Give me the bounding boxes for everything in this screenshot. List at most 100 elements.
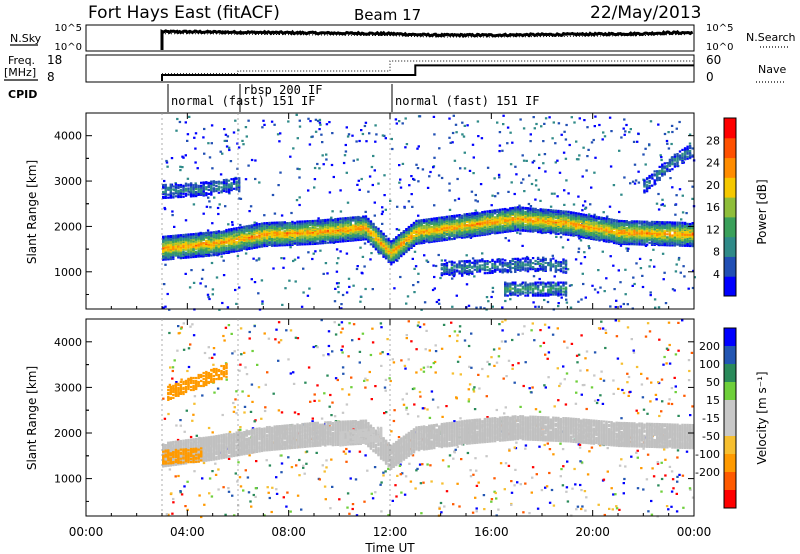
- scatter-cell: [631, 284, 634, 287]
- scatter-cell: [564, 138, 568, 141]
- scatter-cell: [691, 185, 694, 188]
- backscatter-cell: [425, 218, 428, 221]
- scatter-cell: [567, 192, 570, 195]
- scatter-cell: [680, 218, 683, 221]
- backscatter-cell: [620, 229, 623, 233]
- scatter-cell: [220, 255, 223, 258]
- backscatter-cell: [638, 225, 641, 228]
- scatter-cell: [377, 252, 381, 255]
- backscatter-cell: [379, 230, 383, 233]
- scatter-cell: [636, 140, 639, 143]
- scatter-cell: [345, 291, 349, 294]
- scatter-cell: [337, 291, 340, 294]
- scatter-cell: [330, 163, 334, 167]
- scatter-cell: [355, 140, 358, 143]
- scatter-cell: [529, 140, 532, 143]
- backscatter-cell: [352, 229, 355, 232]
- backscatter-cell: [392, 244, 395, 247]
- scatter-cell: [368, 175, 372, 178]
- scatter-cell: [563, 189, 566, 192]
- scatter-cell: [359, 300, 362, 303]
- scatter-cell: [578, 154, 581, 157]
- backscatter-cell: [430, 238, 433, 241]
- scatter-cell: [550, 192, 554, 195]
- backscatter-cell: [205, 247, 208, 250]
- backscatter-cell: [511, 224, 514, 227]
- scatter-cell: [401, 162, 405, 165]
- scatter-cell: [368, 132, 371, 135]
- scatter-cell: [203, 152, 206, 155]
- backscatter-cell: [260, 245, 264, 248]
- scatter-cell: [556, 195, 559, 198]
- scatter-cell: [384, 208, 387, 211]
- scatter-cell: [628, 131, 631, 134]
- backscatter-cell: [562, 225, 565, 228]
- scatter-cell: [321, 154, 324, 157]
- scatter-cell: [407, 200, 411, 203]
- backscatter-cell: [430, 225, 433, 228]
- scatter-cell: [168, 308, 171, 311]
- scatter-cell: [355, 267, 359, 271]
- scatter-cell: [497, 173, 501, 176]
- backscatter-cell: [428, 226, 431, 229]
- scatter-cell: [381, 206, 384, 209]
- backscatter-cell: [243, 225, 246, 228]
- scatter-cell: [234, 288, 237, 292]
- scatter-cell: [298, 196, 301, 199]
- scatter-cell: [612, 264, 615, 267]
- scatter-cell: [417, 214, 420, 217]
- backscatter-cell: [212, 241, 216, 244]
- scatter-cell: [341, 293, 345, 297]
- backscatter-cell: [172, 251, 175, 254]
- backscatter-cell: [258, 238, 261, 242]
- backscatter-cell: [341, 237, 345, 240]
- backscatter-cell: [443, 216, 446, 219]
- scatter-cell: [583, 200, 587, 203]
- backscatter-cell: [372, 222, 375, 225]
- backscatter-cell: [397, 249, 400, 252]
- scatter-cell: [469, 236, 473, 239]
- scatter-cell: [294, 280, 297, 283]
- backscatter-cell: [574, 212, 578, 215]
- backscatter-cell: [521, 228, 525, 231]
- scatter-cell: [548, 116, 551, 119]
- backscatter-cell: [547, 227, 550, 231]
- scatter-cell: [624, 293, 627, 296]
- scatter-cell: [578, 117, 581, 120]
- scatter-cell: [179, 165, 182, 168]
- backscatter-cell: [498, 216, 502, 219]
- scatter-cell: [396, 205, 399, 208]
- backscatter-cell: [544, 223, 547, 226]
- scatter-cell: [615, 299, 618, 302]
- scatter-cell: [302, 231, 305, 234]
- backscatter-cell: [212, 231, 216, 234]
- scatter-cell: [501, 149, 504, 152]
- scatter-cell: [433, 156, 436, 159]
- backscatter-cell: [281, 221, 284, 224]
- scatter-cell: [231, 221, 234, 224]
- scatter-cell: [678, 120, 681, 124]
- scatter-cell: [227, 179, 231, 182]
- scatter-cell: [343, 154, 347, 157]
- backscatter-cell: [319, 237, 322, 240]
- scatter-cell: [584, 296, 587, 299]
- scatter-cell: [593, 288, 597, 291]
- scatter-cell: [207, 196, 210, 199]
- scatter-cell: [312, 252, 315, 255]
- scatter-cell: [363, 242, 367, 245]
- backscatter-cell: [491, 209, 494, 212]
- backscatter-cell: [405, 242, 408, 246]
- scatter-cell: [163, 283, 166, 286]
- scatter-cell: [448, 189, 451, 192]
- backscatter-cell: [638, 222, 641, 225]
- backscatter-cell: [164, 249, 167, 252]
- backscatter-cell: [232, 233, 236, 236]
- backscatter-cell: [314, 219, 317, 222]
- scatter-cell: [651, 177, 654, 180]
- scatter-cell: [322, 272, 325, 275]
- scatter-cell: [592, 138, 595, 142]
- backscatter-cell: [164, 235, 167, 238]
- backscatter-cell: [200, 232, 203, 235]
- scatter-cell: [565, 301, 569, 304]
- scatter-cell: [307, 251, 310, 254]
